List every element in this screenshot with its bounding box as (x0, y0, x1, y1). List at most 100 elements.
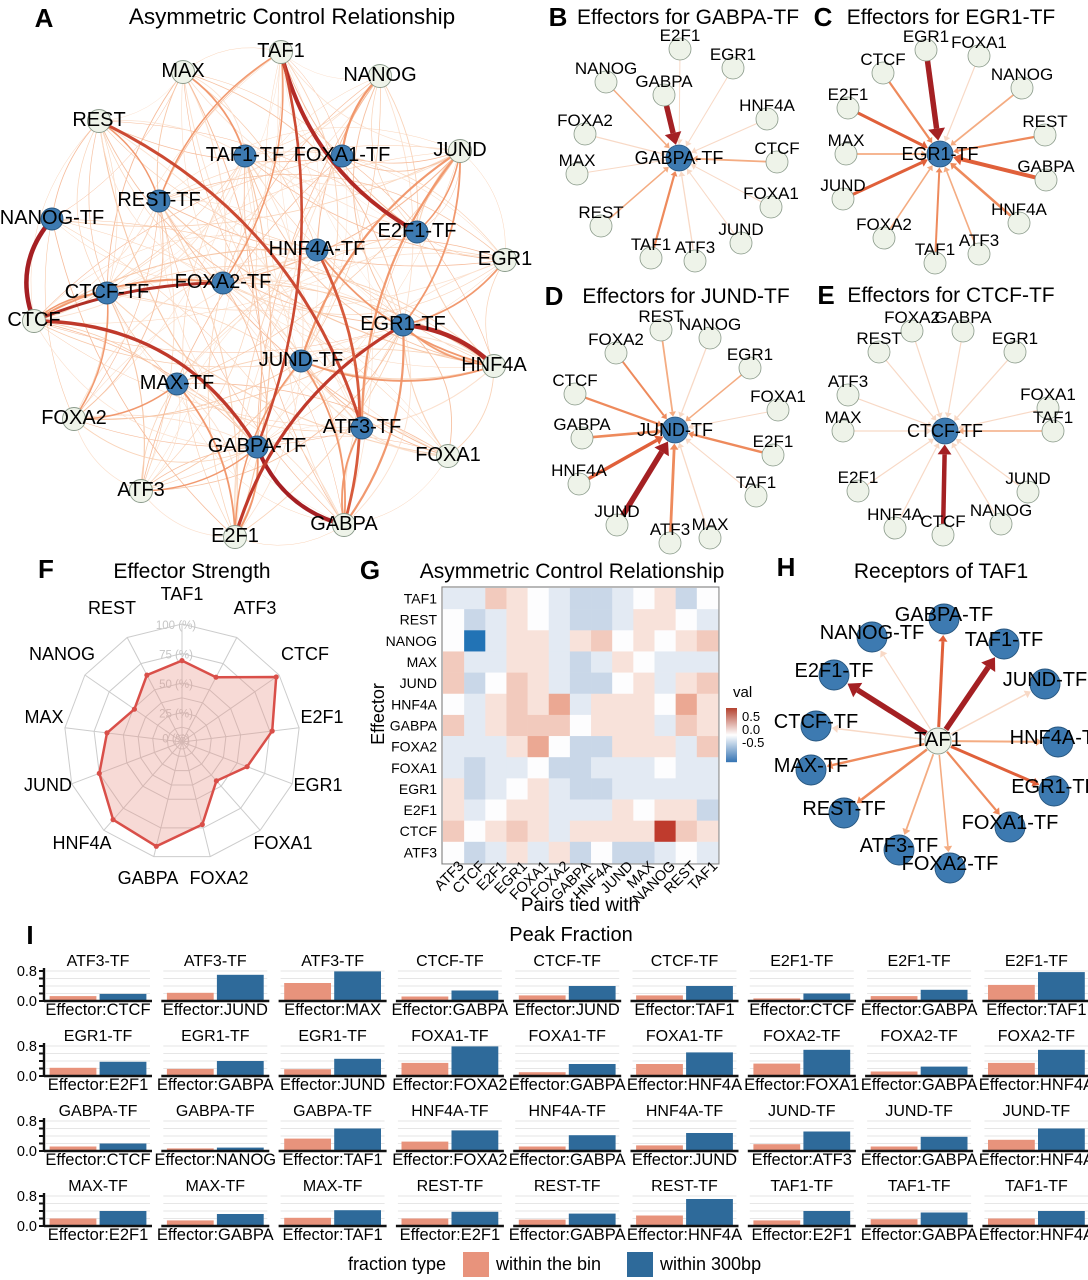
svg-text:Effector:HNF4A: Effector:HNF4A (627, 1076, 742, 1094)
svg-text:Effector:JUND: Effector:JUND (632, 1151, 737, 1169)
svg-text:CTCF-TF: CTCF-TF (907, 421, 983, 441)
svg-text:HNF4A-TF: HNF4A-TF (269, 238, 366, 260)
svg-text:TAF1-TF: TAF1-TF (770, 1178, 833, 1195)
svg-text:Effector:E2F1: Effector:E2F1 (48, 1076, 149, 1094)
svg-text:Effector:TAF1: Effector:TAF1 (282, 1151, 382, 1169)
svg-text:HNF4A-TF: HNF4A-TF (646, 1103, 724, 1120)
svg-text:0.8: 0.8 (17, 1189, 37, 1205)
svg-text:TAF1-TF: TAF1-TF (965, 629, 1044, 651)
svg-text:HNF4A-TF: HNF4A-TF (1010, 727, 1088, 749)
svg-text:CTCF-TF: CTCF-TF (416, 953, 484, 970)
svg-text:FOXA2: FOXA2 (588, 330, 644, 349)
svg-text:TAF1: TAF1 (631, 235, 671, 254)
svg-text:TAF1-TF: TAF1-TF (1005, 1178, 1068, 1195)
svg-text:Effector:GABPA: Effector:GABPA (861, 1076, 978, 1094)
svg-text:Effector:GABPA: Effector:GABPA (861, 1226, 978, 1244)
svg-text:0.0: 0.0 (17, 1219, 37, 1235)
svg-text:EGR1-TF: EGR1-TF (298, 1028, 367, 1045)
svg-text:Receptors of TAF1: Receptors of TAF1 (854, 560, 1028, 583)
svg-text:EGR1-TF: EGR1-TF (64, 1028, 133, 1045)
svg-text:Effector:HNF4A: Effector:HNF4A (627, 1226, 742, 1244)
svg-text:FOXA1: FOXA1 (951, 33, 1007, 52)
svg-text:Effector:HNF4A: Effector:HNF4A (979, 1076, 1088, 1094)
svg-text:TAF1-TF: TAF1-TF (888, 1178, 951, 1195)
svg-text:FOXA1-TF: FOXA1-TF (529, 1028, 607, 1045)
svg-text:Pairs tied with: Pairs tied with (521, 895, 639, 916)
svg-text:0.8: 0.8 (17, 964, 37, 980)
svg-text:GABPA-TF: GABPA-TF (59, 1103, 138, 1120)
svg-text:GABPA-TF: GABPA-TF (293, 1103, 372, 1120)
svg-text:FOXA2-TF: FOXA2-TF (880, 1028, 958, 1045)
svg-text:FOXA1: FOXA1 (415, 444, 481, 466)
svg-text:MAX-TF: MAX-TF (186, 1178, 246, 1195)
svg-text:25 (%): 25 (%) (159, 709, 193, 721)
svg-text:MAX-TF: MAX-TF (303, 1178, 363, 1195)
svg-text:HNF4A: HNF4A (52, 833, 111, 853)
svg-text:ATF3: ATF3 (404, 844, 437, 860)
svg-text:JUND: JUND (718, 220, 763, 239)
svg-text:FOXA2: FOXA2 (884, 308, 940, 327)
svg-text:EGR1: EGR1 (903, 27, 949, 46)
svg-text:ATF3: ATF3 (117, 479, 164, 501)
svg-text:E2F1: E2F1 (753, 432, 794, 451)
svg-text:EGR1-TF: EGR1-TF (181, 1028, 250, 1045)
svg-text:REST: REST (400, 612, 438, 628)
svg-text:JUND: JUND (594, 502, 639, 521)
svg-text:Effector:CTCF: Effector:CTCF (45, 1151, 150, 1169)
svg-text:HNF4A: HNF4A (461, 354, 527, 376)
svg-text:Effector:E2F1: Effector:E2F1 (400, 1226, 501, 1244)
svg-text:FOXA2-TF: FOXA2-TF (763, 1028, 841, 1045)
svg-text:0.0: 0.0 (17, 1069, 37, 1085)
svg-text:REST-TF: REST-TF (417, 1178, 484, 1195)
svg-text:I: I (26, 920, 33, 950)
svg-text:E2F1: E2F1 (211, 525, 259, 547)
svg-text:75 (%): 75 (%) (159, 650, 193, 662)
svg-text:Effector:JUND: Effector:JUND (280, 1076, 385, 1094)
svg-text:within the bin: within the bin (495, 1254, 601, 1274)
svg-text:TAF1: TAF1 (914, 729, 961, 751)
svg-text:Effector:GABPA: Effector:GABPA (861, 1001, 978, 1019)
svg-text:Effector:GABPA: Effector:GABPA (861, 1151, 978, 1169)
svg-text:Effector:TAF1: Effector:TAF1 (986, 1001, 1086, 1019)
svg-text:E2F1: E2F1 (838, 468, 879, 487)
svg-text:MAX: MAX (161, 60, 204, 82)
svg-text:Effector:NANOG: Effector:NANOG (154, 1151, 276, 1169)
svg-text:Effector:GABPA: Effector:GABPA (157, 1076, 274, 1094)
svg-text:EGR1: EGR1 (399, 781, 437, 797)
svg-text:within 300bp: within 300bp (659, 1254, 761, 1274)
svg-text:0.8: 0.8 (17, 1039, 37, 1055)
svg-text:50 (%): 50 (%) (159, 679, 193, 691)
svg-text:TAF1: TAF1 (404, 591, 437, 607)
svg-text:FOXA1-TF: FOXA1-TF (646, 1028, 724, 1045)
svg-text:EGR1: EGR1 (992, 329, 1038, 348)
svg-text:E2F1: E2F1 (300, 707, 343, 727)
svg-text:FOXA2: FOXA2 (391, 739, 437, 755)
svg-text:JUND: JUND (1005, 469, 1050, 488)
svg-text:JUND: JUND (820, 176, 865, 195)
svg-text:E2F1: E2F1 (828, 85, 869, 104)
svg-text:MAX: MAX (559, 151, 596, 170)
svg-text:Peak Fraction: Peak Fraction (509, 924, 632, 946)
svg-text:HNF4A-TF: HNF4A-TF (529, 1103, 607, 1120)
svg-text:JUND-TF: JUND-TF (1003, 669, 1087, 691)
svg-text:TAF1-TF: TAF1-TF (206, 144, 285, 166)
svg-text:EGR1: EGR1 (478, 248, 532, 270)
svg-text:TAF1: TAF1 (257, 40, 304, 62)
svg-text:Effector:TAF1: Effector:TAF1 (282, 1226, 382, 1244)
svg-text:C: C (814, 2, 833, 32)
svg-text:FOXA2: FOXA2 (856, 215, 912, 234)
svg-text:GABPA: GABPA (118, 868, 179, 888)
svg-text:0.0: 0.0 (17, 1144, 37, 1160)
svg-text:Effector:JUND: Effector:JUND (515, 1001, 620, 1019)
svg-text:MAX: MAX (407, 654, 438, 670)
svg-text:REST: REST (578, 203, 623, 222)
svg-text:E2F1: E2F1 (404, 802, 438, 818)
svg-text:FOXA1-TF: FOXA1-TF (411, 1028, 489, 1045)
svg-text:E: E (817, 280, 834, 310)
svg-text:Effector Strength: Effector Strength (113, 560, 270, 583)
svg-text:GABPA-TF: GABPA-TF (635, 148, 724, 168)
svg-text:ATF3-TF: ATF3-TF (184, 953, 247, 970)
svg-text:Effector:CTCF: Effector:CTCF (749, 1001, 854, 1019)
svg-text:E2F1-TF: E2F1-TF (888, 953, 951, 970)
svg-text:Effector:GABPA: Effector:GABPA (509, 1151, 626, 1169)
